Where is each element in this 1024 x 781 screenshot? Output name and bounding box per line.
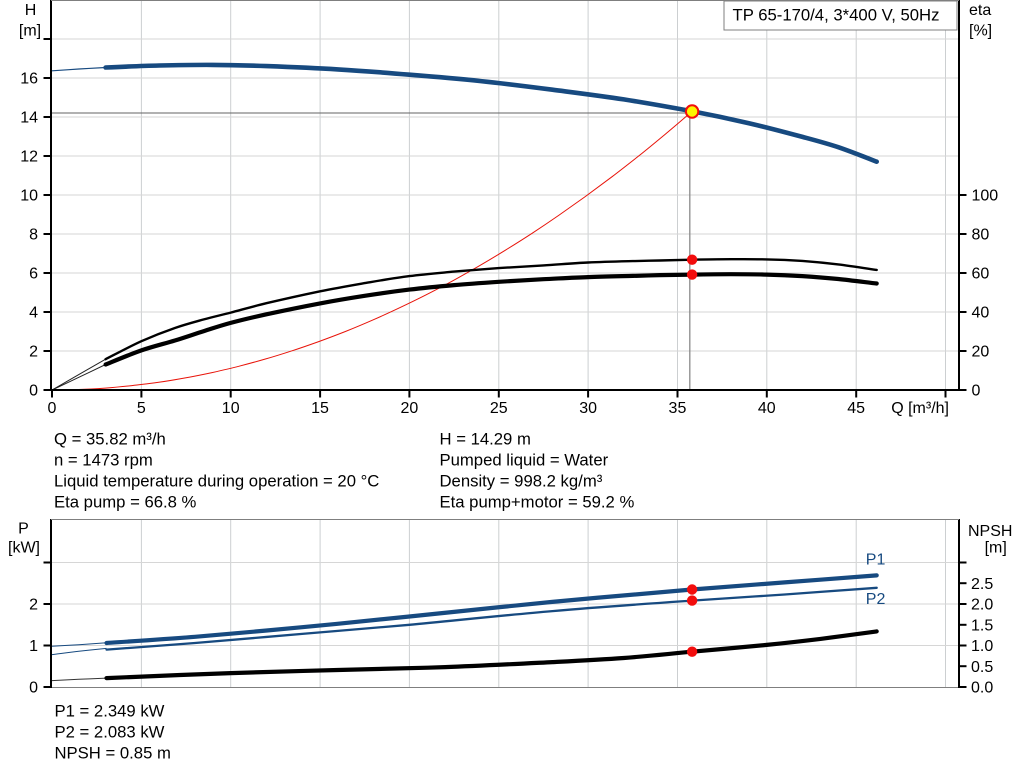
svg-text:P2: P2 — [866, 591, 886, 608]
svg-text:1: 1 — [29, 638, 38, 655]
svg-text:5: 5 — [137, 400, 146, 417]
svg-text:0: 0 — [29, 680, 38, 697]
svg-text:Eta pump = 66.8 %: Eta pump = 66.8 % — [54, 493, 197, 512]
svg-text:Q = 35.82 m³/h: Q = 35.82 m³/h — [54, 430, 166, 449]
svg-text:[m]: [m] — [19, 23, 41, 40]
svg-text:P1: P1 — [866, 552, 886, 569]
svg-text:NPSH: NPSH — [968, 523, 1012, 540]
svg-text:[kW]: [kW] — [8, 540, 40, 557]
svg-text:12: 12 — [20, 149, 38, 166]
svg-text:TP 65-170/4, 3*400 V, 50Hz: TP 65-170/4, 3*400 V, 50Hz — [733, 6, 940, 25]
svg-text:0: 0 — [29, 383, 38, 400]
svg-text:H: H — [25, 2, 37, 19]
svg-text:2: 2 — [29, 597, 38, 614]
svg-text:eta: eta — [969, 2, 991, 19]
svg-text:1.0: 1.0 — [971, 638, 993, 655]
svg-text:0: 0 — [48, 400, 57, 417]
svg-text:Liquid temperature during oper: Liquid temperature during operation = 20… — [54, 472, 379, 491]
svg-text:2.5: 2.5 — [971, 576, 993, 593]
svg-text:15: 15 — [311, 400, 329, 417]
svg-text:45: 45 — [847, 400, 865, 417]
svg-text:10: 10 — [222, 400, 240, 417]
svg-text:P: P — [18, 521, 29, 538]
svg-text:2.0: 2.0 — [971, 597, 993, 614]
svg-text:0.5: 0.5 — [971, 659, 993, 676]
svg-text:H = 14.29 m: H = 14.29 m — [440, 430, 531, 449]
svg-text:10: 10 — [20, 188, 38, 205]
svg-text:4: 4 — [29, 305, 38, 322]
svg-text:Q [m³/h]: Q [m³/h] — [891, 400, 949, 417]
svg-text:2: 2 — [29, 344, 38, 361]
svg-text:Density = 998.2 kg/m³: Density = 998.2 kg/m³ — [440, 472, 603, 491]
svg-text:25: 25 — [490, 400, 508, 417]
svg-text:NPSH = 0.85 m: NPSH = 0.85 m — [55, 744, 171, 763]
svg-text:8: 8 — [29, 227, 38, 244]
svg-text:60: 60 — [972, 266, 990, 283]
svg-text:40: 40 — [758, 400, 776, 417]
svg-text:20: 20 — [972, 344, 990, 361]
svg-text:Pumped liquid = Water: Pumped liquid = Water — [440, 451, 609, 470]
svg-text:1.5: 1.5 — [971, 617, 993, 634]
svg-text:0: 0 — [972, 383, 981, 400]
svg-text:14: 14 — [20, 110, 38, 127]
svg-text:n = 1473 rpm: n = 1473 rpm — [54, 451, 153, 470]
svg-text:40: 40 — [972, 305, 990, 322]
svg-text:[%]: [%] — [969, 23, 992, 40]
svg-text:P2 = 2.083 kW: P2 = 2.083 kW — [55, 723, 165, 742]
svg-text:0.0: 0.0 — [971, 680, 993, 697]
svg-text:80: 80 — [972, 227, 990, 244]
svg-text:30: 30 — [579, 400, 597, 417]
svg-text:20: 20 — [401, 400, 419, 417]
svg-text:16: 16 — [20, 71, 38, 88]
svg-text:6: 6 — [29, 266, 38, 283]
svg-text:Eta pump+motor = 59.2 %: Eta pump+motor = 59.2 % — [440, 493, 635, 512]
svg-text:35: 35 — [669, 400, 687, 417]
svg-text:100: 100 — [972, 188, 999, 205]
svg-text:P1 = 2.349 kW: P1 = 2.349 kW — [55, 702, 165, 721]
svg-text:[m]: [m] — [985, 540, 1007, 557]
